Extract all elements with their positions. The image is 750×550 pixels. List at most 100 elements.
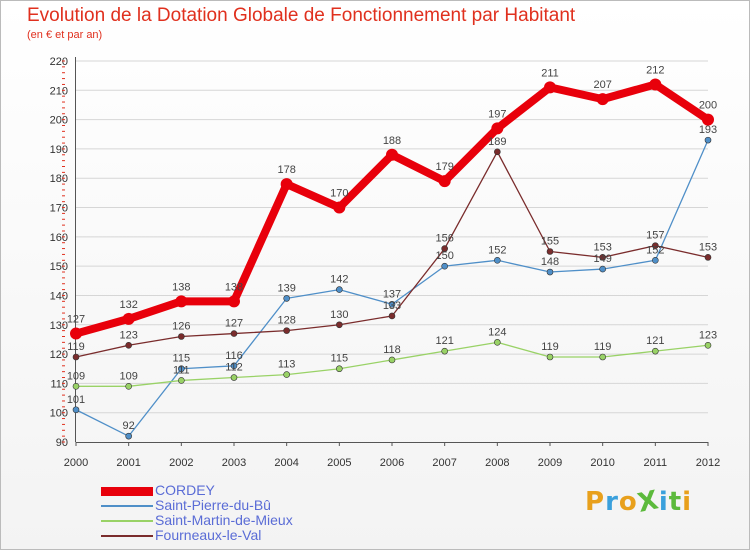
data-label-saint-martin-de-mieux: 113 <box>278 359 296 371</box>
data-label-fourneaux-le-val: 157 <box>646 230 664 242</box>
data-point-fourneaux-le-val <box>178 333 185 340</box>
data-point-saint-martin-de-mieux <box>494 339 501 346</box>
y-tick-label: 100 <box>50 408 68 420</box>
data-point-fourneaux-le-val <box>125 341 132 349</box>
data-label-saint-pierre-du-bu: 92 <box>123 420 135 432</box>
data-point-saint-pierre-du-bu <box>72 406 80 414</box>
data-point-saint-pierre-du-bu <box>125 432 132 440</box>
data-point-saint-martin-de-mieux <box>546 353 554 361</box>
data-label-cordey: 132 <box>119 299 137 311</box>
y-tick-label: 180 <box>50 173 68 185</box>
data-label-saint-martin-de-mieux: 119 <box>594 341 612 353</box>
data-label-saint-pierre-du-bu: 116 <box>225 350 243 362</box>
data-label-fourneaux-le-val: 153 <box>593 241 611 253</box>
data-point-saint-martin-de-mieux <box>230 374 238 381</box>
data-label-cordey: 178 <box>277 164 295 176</box>
y-tick-label: 130 <box>50 320 68 332</box>
data-label-saint-pierre-du-bu: 115 <box>173 353 191 365</box>
data-label-saint-martin-de-mieux: 121 <box>646 335 664 347</box>
axes: 90 100 110 120 130 140 150 160 170 180 190 200 210 22… <box>50 56 721 469</box>
data-point-cordey <box>544 81 556 94</box>
x-tick-label: 2001 <box>116 457 140 469</box>
data-label-cordey: 179 <box>435 161 453 173</box>
data-point-saint-martin-de-mieux <box>72 383 80 390</box>
data-point-saint-pierre-du-bu <box>178 365 185 373</box>
y-tick-label: 220 <box>50 56 68 68</box>
data-point-saint-martin-de-mieux <box>704 341 712 349</box>
x-tick-label: 2005 <box>327 457 351 469</box>
legend-swatch <box>101 486 153 496</box>
y-tick-label: 210 <box>50 85 68 97</box>
x-tick-label: 2006 <box>380 457 404 469</box>
data-label-fourneaux-le-val: 130 <box>330 309 348 321</box>
y-tick-label: 160 <box>50 232 68 244</box>
data-point-saint-pierre-du-bu <box>283 295 290 302</box>
data-label-fourneaux-le-val: 155 <box>541 236 559 248</box>
data-point-fourneaux-le-val <box>283 327 290 334</box>
line-chart: 90 100 110 120 130 140 150 160 170 180 190 200 210 22… <box>50 56 721 469</box>
y-tick-label: 150 <box>50 261 68 273</box>
data-label-fourneaux-le-val: 123 <box>119 329 137 341</box>
series-lines <box>70 78 714 440</box>
data-label-saint-pierre-du-bu: 142 <box>330 274 348 286</box>
data-point-saint-pierre-du-bu <box>494 256 501 264</box>
data-label-fourneaux-le-val: 189 <box>488 136 506 148</box>
legend-label: Saint-Martin-de-Mieux <box>155 512 293 528</box>
data-point-saint-pierre-du-bu <box>599 265 606 273</box>
x-tick-label: 2003 <box>222 457 246 469</box>
data-point-saint-pierre-du-bu <box>388 300 396 308</box>
data-label-saint-martin-de-mieux: 109 <box>67 370 85 382</box>
data-point-fourneaux-le-val <box>546 248 554 255</box>
data-point-saint-pierre-du-bu <box>652 256 659 264</box>
data-label-cordey: 127 <box>67 314 85 326</box>
x-tick-label: 2010 <box>590 457 614 469</box>
data-label-fourneaux-le-val: 133 <box>383 300 401 312</box>
data-point-saint-martin-de-mieux <box>178 377 185 384</box>
data-label-cordey: 197 <box>488 108 506 120</box>
y-tick-label: 190 <box>50 144 68 156</box>
data-label-saint-martin-de-mieux: 109 <box>119 370 137 382</box>
data-point-cordey <box>386 148 398 161</box>
data-label-saint-martin-de-mieux: 123 <box>699 329 717 341</box>
data-point-cordey <box>70 327 82 340</box>
y-tick-label: 110 <box>50 378 68 390</box>
legend-label: Saint-Pierre-du-Bû <box>155 497 271 513</box>
data-label-saint-martin-de-mieux: 119 <box>541 341 559 353</box>
data-point-cordey <box>228 295 240 308</box>
data-label-cordey: 207 <box>593 79 611 91</box>
y-tick-label: 200 <box>50 115 68 127</box>
x-tick-label: 2011 <box>644 457 668 469</box>
data-point-cordey <box>491 122 504 135</box>
data-label-fourneaux-le-val: 153 <box>699 241 717 253</box>
data-point-fourneaux-le-val <box>388 312 396 320</box>
data-label-saint-pierre-du-bu: 101 <box>67 394 85 406</box>
data-point-fourneaux-le-val <box>336 321 343 329</box>
proxiti-logo: ProXiti <box>585 485 693 519</box>
data-point-saint-martin-de-mieux <box>599 353 606 361</box>
data-point-fourneaux-le-val <box>704 254 712 261</box>
x-tick-label: 2007 <box>432 457 456 469</box>
data-label-saint-martin-de-mieux: 121 <box>435 335 453 347</box>
data-label-saint-pierre-du-bu: 152 <box>488 244 506 256</box>
legend-swatch <box>101 520 153 522</box>
data-point-saint-pierre-du-bu <box>704 136 712 144</box>
y-tick-label: 120 <box>50 349 68 361</box>
y-tick-label: 140 <box>50 290 68 302</box>
data-label-saint-pierre-du-bu: 149 <box>593 253 611 265</box>
x-tick-label: 2009 <box>538 457 562 469</box>
x-tick-label: 2012 <box>696 457 720 469</box>
data-point-cordey <box>280 178 293 191</box>
data-label-fourneaux-le-val: 156 <box>435 233 453 245</box>
data-labels: 101 92 115 116 139 142 137 150 152 148 149 152 193 10… <box>67 64 717 432</box>
data-label-saint-martin-de-mieux: 115 <box>331 353 349 365</box>
legend-swatch <box>101 505 153 507</box>
data-label-cordey: 211 <box>541 67 559 79</box>
data-point-saint-pierre-du-bu <box>230 362 238 370</box>
data-point-cordey <box>702 113 714 126</box>
data-point-saint-martin-de-mieux <box>125 383 132 390</box>
legend-label: CORDEY <box>155 482 215 498</box>
data-label-cordey: 188 <box>383 135 401 147</box>
data-point-cordey <box>175 295 188 308</box>
data-label-saint-martin-de-mieux: 112 <box>225 362 243 374</box>
data-point-cordey <box>596 93 609 106</box>
